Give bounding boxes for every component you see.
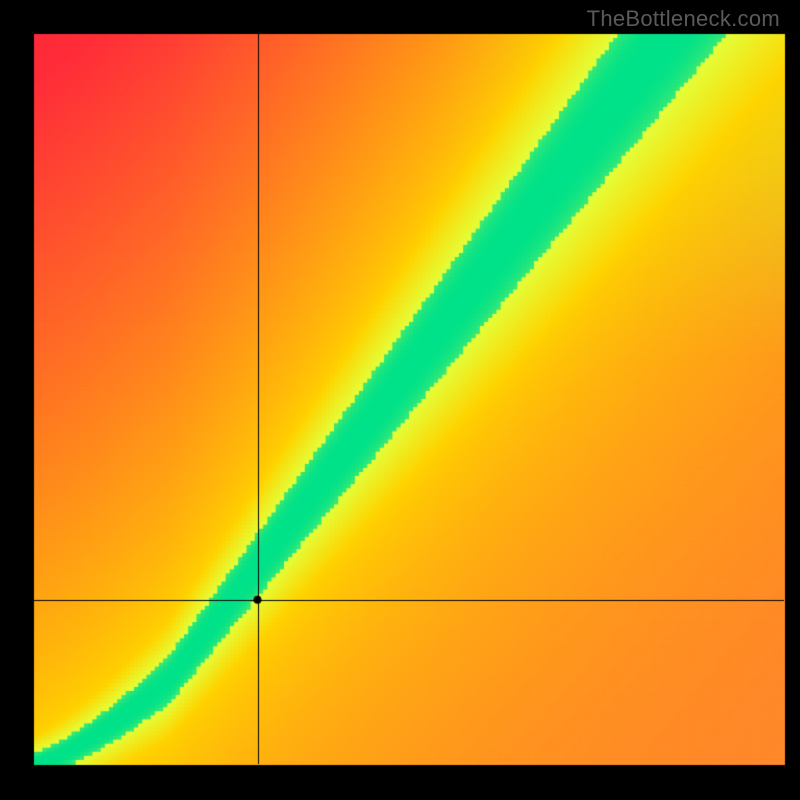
- bottleneck-heatmap: [0, 0, 800, 800]
- watermark-text: TheBottleneck.com: [587, 6, 780, 32]
- chart-container: TheBottleneck.com: [0, 0, 800, 800]
